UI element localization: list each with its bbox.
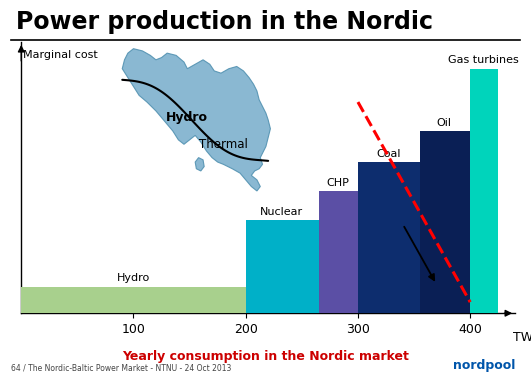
Text: TWh: TWh	[513, 331, 531, 344]
Text: nordpool: nordpool	[453, 359, 515, 372]
Text: Coal: Coal	[376, 149, 400, 159]
Text: Thermal: Thermal	[199, 138, 247, 151]
Text: Hydro: Hydro	[117, 273, 150, 283]
Polygon shape	[195, 158, 204, 171]
Text: Nuclear: Nuclear	[260, 207, 303, 217]
Bar	[246, 220, 319, 313]
Text: CHP: CHP	[327, 178, 349, 188]
Bar	[470, 69, 498, 313]
Text: Hydro: Hydro	[166, 111, 208, 124]
Text: Marginal cost: Marginal cost	[23, 50, 98, 60]
Text: Oil: Oil	[437, 118, 452, 128]
Bar	[319, 191, 358, 313]
Bar	[419, 131, 470, 313]
Text: Power production in the Nordic: Power production in the Nordic	[16, 10, 433, 34]
Polygon shape	[122, 49, 270, 191]
Text: Yearly consumption in the Nordic market: Yearly consumption in the Nordic market	[122, 350, 409, 363]
Bar	[21, 286, 246, 313]
Bar	[358, 162, 419, 313]
Text: Gas turbines: Gas turbines	[448, 55, 519, 65]
Text: 64 / The Nordic-Baltic Power Market - NTNU - 24 Oct 2013: 64 / The Nordic-Baltic Power Market - NT…	[11, 363, 231, 372]
